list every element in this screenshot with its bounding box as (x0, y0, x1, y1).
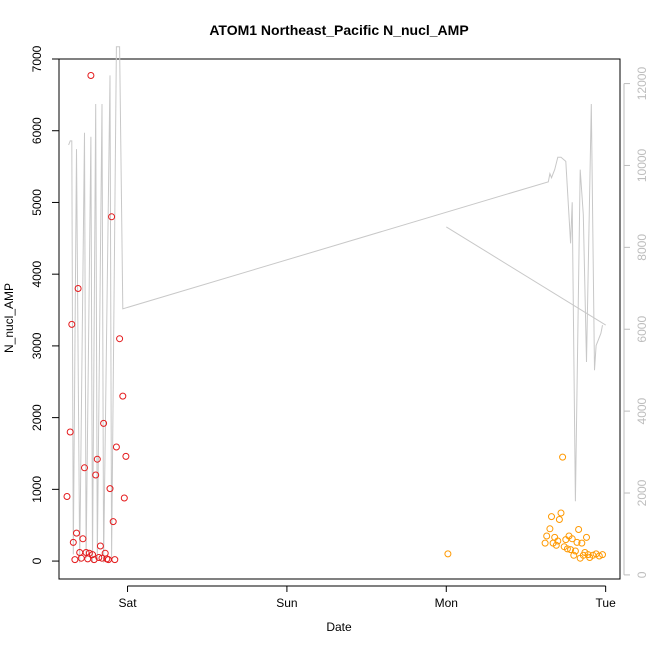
data-point-series-1 (98, 554, 106, 562)
data-point-series-1 (116, 335, 124, 343)
data-point-series-2 (546, 525, 554, 533)
data-point-series-1 (71, 556, 79, 564)
scatter-points (63, 72, 606, 564)
data-point-series-1 (68, 320, 76, 328)
data-point-series-2 (595, 552, 603, 560)
y2-tick-label: 10000 (635, 148, 649, 182)
data-point-series-1 (111, 556, 119, 564)
data-point-series-2 (573, 538, 581, 546)
x-tick-label: Sun (276, 596, 297, 610)
data-point-series-2 (563, 545, 571, 553)
y2-tick-label: 0 (635, 571, 649, 578)
plot-area (58, 58, 621, 580)
x-tick-label: Tue (596, 596, 617, 610)
x-tick-label: Sat (119, 596, 138, 610)
data-point-series-1 (66, 428, 74, 436)
data-point-series-2 (555, 516, 563, 523)
y-tick-label: 0 (30, 557, 44, 564)
data-point-series-1 (108, 213, 116, 221)
data-point-series-1 (63, 493, 71, 500)
y-axis-right: 0 2000 4000 6000 8000 10000 12000 (623, 67, 649, 578)
data-point-series-1 (109, 518, 117, 526)
data-point-series-2 (543, 532, 551, 540)
y-axis-label: N_nucl_AMP (2, 283, 16, 353)
data-point-series-1 (100, 419, 108, 427)
y-tick-label: 4000 (30, 261, 44, 288)
data-point-series-2 (578, 539, 586, 547)
secondary-line (68, 46, 606, 563)
data-point-series-1 (74, 285, 82, 292)
y2-tick-label: 4000 (635, 397, 649, 424)
data-point-series-2 (571, 547, 579, 555)
data-point-series-2 (567, 546, 575, 554)
data-point-series-2 (552, 541, 560, 549)
data-point-series-1 (81, 464, 88, 472)
y-axis-left: 0 1000 2000 3000 4000 5000 6000 7000 (30, 45, 59, 564)
secondary-series-line-extra (446, 226, 606, 326)
data-point-series-2 (559, 453, 567, 461)
x-axis: Sat Sun Mon Tue (119, 585, 617, 610)
data-point-series-2 (541, 539, 549, 547)
y-tick-label: 6000 (30, 117, 44, 144)
y-tick-label: 7000 (30, 45, 44, 72)
data-point-series-2 (575, 526, 583, 533)
data-point-series-1 (119, 392, 127, 400)
data-point-series-2 (557, 509, 565, 517)
data-point-series-2 (583, 533, 590, 541)
data-point-series-2 (554, 537, 562, 545)
data-point-series-1 (85, 549, 93, 557)
data-point-series-1 (112, 443, 120, 451)
x-axis-label: Date (326, 620, 352, 634)
data-point-series-2 (599, 551, 606, 559)
data-point-series-1 (95, 554, 103, 561)
data-point-series-1 (73, 529, 80, 537)
data-point-series-2 (548, 513, 555, 521)
x-tick-label: Mon (435, 596, 458, 610)
data-point-series-1 (106, 485, 114, 493)
data-point-series-1 (122, 452, 130, 460)
data-point-series-1 (82, 549, 90, 556)
data-point-series-1 (69, 538, 77, 546)
data-point-series-1 (87, 72, 95, 79)
y2-tick-label: 6000 (635, 316, 649, 343)
data-point-series-1 (120, 494, 128, 502)
data-point-series-2 (444, 550, 452, 558)
data-point-series-1 (93, 455, 101, 463)
y-tick-label: 3000 (30, 332, 44, 359)
y-tick-label: 1000 (30, 476, 44, 503)
chart-title: ATOM1 Northeast_Pacific N_nucl_AMP (209, 22, 468, 38)
data-point-series-2 (570, 551, 578, 559)
y2-tick-label: 2000 (635, 479, 649, 506)
y2-tick-label: 8000 (635, 234, 649, 261)
y-tick-label: 2000 (30, 404, 44, 431)
data-point-series-2 (568, 535, 576, 543)
plot-border (58, 58, 621, 580)
data-point-series-1 (96, 542, 104, 550)
y-tick-label: 5000 (30, 189, 44, 216)
data-point-series-2 (562, 536, 570, 544)
data-point-series-1 (79, 535, 87, 543)
secondary-series-line (68, 46, 603, 563)
data-point-series-1 (92, 471, 100, 479)
y2-tick-label: 12000 (635, 67, 649, 101)
data-point-series-1 (89, 551, 96, 559)
